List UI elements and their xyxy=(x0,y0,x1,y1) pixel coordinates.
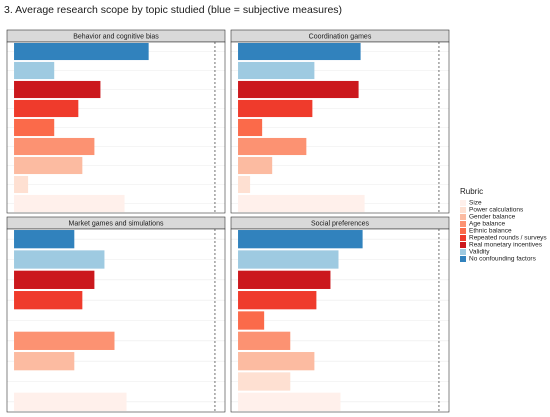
facet-title: Behavior and cognitive bias xyxy=(73,33,159,40)
bar xyxy=(14,80,101,99)
bar xyxy=(14,270,95,289)
bar xyxy=(238,270,331,289)
bar xyxy=(14,194,125,213)
bar xyxy=(238,311,265,330)
bar xyxy=(14,42,149,61)
bar xyxy=(238,230,363,249)
facet-title: Market games and simulations xyxy=(69,220,164,227)
bar xyxy=(14,331,115,350)
bar xyxy=(238,175,251,194)
panel-border xyxy=(6,228,226,413)
bar xyxy=(14,230,75,249)
legend-label: Age balance xyxy=(469,221,506,228)
bar xyxy=(14,118,55,137)
legend-label: No confounding factors xyxy=(469,256,537,263)
panel-border xyxy=(230,41,450,214)
legend-label: Validity xyxy=(469,249,490,256)
legend-swatch xyxy=(460,207,466,213)
bar xyxy=(238,61,315,80)
bar xyxy=(14,352,75,371)
legend-label: Ethnic balance xyxy=(469,228,512,235)
panel-border xyxy=(230,228,450,413)
legend-swatch xyxy=(460,235,466,241)
bar xyxy=(238,372,291,391)
bar xyxy=(238,137,307,156)
bar xyxy=(238,194,365,213)
legend-label: Gender balance xyxy=(469,214,516,221)
bar xyxy=(238,392,341,411)
bar xyxy=(14,175,29,194)
legend-swatch xyxy=(460,256,466,262)
bar xyxy=(14,392,127,411)
legend-swatch xyxy=(460,242,466,248)
legend-swatch xyxy=(460,249,466,255)
legend-title: Rubric xyxy=(460,187,483,196)
facet-title: Social preferences xyxy=(311,220,369,227)
bar xyxy=(238,331,291,350)
legend-label: Power calculations xyxy=(469,207,524,214)
bar xyxy=(238,352,315,371)
legend-label: Real monetary incentives xyxy=(469,242,543,249)
bar xyxy=(238,118,263,137)
bar xyxy=(14,137,95,156)
bar xyxy=(14,99,79,118)
bar xyxy=(238,156,273,175)
legend-swatch xyxy=(460,214,466,220)
bar xyxy=(238,99,313,118)
bar xyxy=(238,291,317,310)
bar xyxy=(238,80,359,99)
bar xyxy=(14,291,83,310)
legend-swatch xyxy=(460,200,466,206)
bar xyxy=(14,61,55,80)
bar xyxy=(238,42,361,61)
panel-border xyxy=(6,41,226,214)
bar xyxy=(14,156,83,175)
legend-label: Size xyxy=(469,200,482,207)
legend-label: Repeated rounds / surveys xyxy=(469,235,547,242)
facet-title: Coordination games xyxy=(309,33,372,40)
legend-swatch xyxy=(460,221,466,227)
bar xyxy=(238,250,339,269)
legend-swatch xyxy=(460,228,466,234)
bar xyxy=(14,250,105,269)
chart-title: 3. Average research scope by topic studi… xyxy=(4,4,342,16)
